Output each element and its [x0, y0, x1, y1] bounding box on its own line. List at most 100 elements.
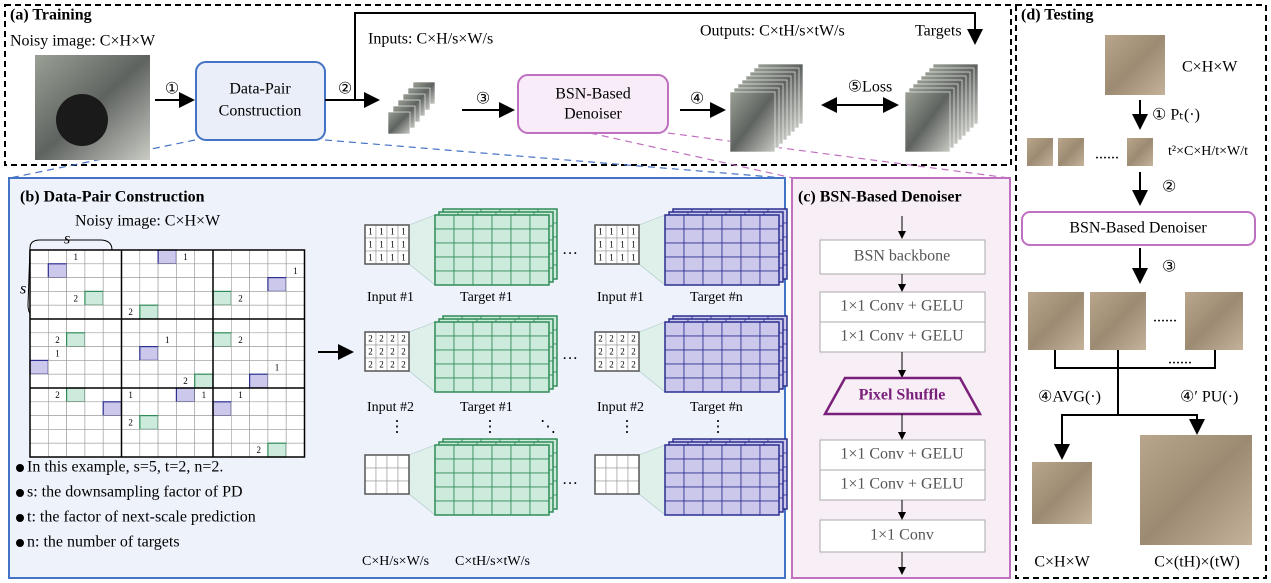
grid-cell	[665, 215, 684, 229]
grid-cell	[176, 305, 194, 319]
grid-cell	[158, 291, 176, 305]
grid-cell	[617, 468, 628, 481]
grid-cell	[158, 360, 176, 374]
grid-cell	[85, 347, 103, 361]
grid-cell	[158, 278, 176, 292]
cell-label: 2	[183, 376, 188, 386]
step: ③	[476, 91, 490, 108]
grid-cell	[454, 364, 473, 378]
grid-cell	[195, 333, 213, 347]
grid-cell	[67, 347, 85, 361]
grid-cell	[530, 336, 549, 350]
dots: ···	[562, 351, 578, 368]
grid-cell	[665, 243, 684, 257]
grid-cell	[530, 257, 549, 271]
cell-label: 1	[620, 253, 625, 263]
cell-label: 2	[401, 360, 406, 370]
grid-cell	[250, 388, 268, 402]
grid-cell	[85, 319, 103, 333]
grid-cell	[286, 402, 304, 416]
grid-cell	[665, 336, 684, 350]
dots: ⋱	[540, 419, 556, 436]
grid-cell	[103, 278, 121, 292]
cell-label: 1	[401, 253, 406, 263]
grid-cell	[213, 416, 231, 430]
grid-cell	[703, 487, 722, 501]
grid-cell	[30, 333, 48, 347]
grid-cell	[530, 378, 549, 392]
grid-cell	[30, 264, 48, 278]
grid-cell	[492, 445, 511, 459]
grid-cell	[473, 364, 492, 378]
grid-cell	[286, 319, 304, 333]
grid-cell	[176, 319, 194, 333]
grid-cell	[665, 257, 684, 271]
grid-cell	[48, 402, 66, 416]
grid-cell	[158, 429, 176, 443]
grid-cell	[741, 364, 760, 378]
grid-cell	[176, 360, 194, 374]
grid-cell	[606, 468, 617, 481]
panel-title: (b) Data-Pair Construction	[20, 189, 205, 206]
grid-cell	[492, 350, 511, 364]
grid-cell	[703, 350, 722, 364]
grid-cell	[665, 229, 684, 243]
layer-label: 1×1 Conv + GELU	[840, 298, 964, 315]
grid-cell	[30, 443, 48, 457]
grid-cell	[67, 388, 85, 402]
cell-label: 2	[390, 347, 395, 357]
grid-cell	[158, 402, 176, 416]
grid-cell	[140, 333, 158, 347]
grid-cell	[85, 305, 103, 319]
grid-cell	[454, 501, 473, 515]
grid-cell	[473, 501, 492, 515]
grid-cell	[268, 429, 286, 443]
grid-cell	[103, 319, 121, 333]
grid-cell	[741, 487, 760, 501]
grid-cell	[741, 501, 760, 515]
box	[196, 62, 325, 140]
grid-cell	[511, 445, 530, 459]
grid-cell	[703, 271, 722, 285]
grid-cell	[67, 416, 85, 430]
grid-cell	[67, 443, 85, 457]
grid-cell	[48, 305, 66, 319]
cell-label: 1	[598, 227, 603, 237]
grid-cell	[760, 243, 779, 257]
grid-cell	[492, 378, 511, 392]
grid-cell	[30, 250, 48, 264]
grid-cell	[722, 445, 741, 459]
cell-label: 1	[379, 227, 384, 237]
grid-cell	[511, 229, 530, 243]
grid-cell	[530, 473, 549, 487]
pair-label: Input #1	[597, 290, 644, 305]
grid-cell	[140, 443, 158, 457]
grid-cell	[268, 250, 286, 264]
stack-image	[388, 112, 410, 134]
grid-cell	[213, 443, 231, 457]
cell-label: 2	[631, 360, 636, 370]
grid-cell	[703, 229, 722, 243]
grid-cell	[435, 215, 454, 229]
grid-cell	[722, 336, 741, 350]
grid-cell	[703, 336, 722, 350]
label: C×H×W	[1034, 554, 1090, 571]
grid-cell	[722, 473, 741, 487]
grid-cell	[741, 257, 760, 271]
grid-cell	[722, 459, 741, 473]
grid-cell	[158, 347, 176, 361]
grid-cell	[85, 416, 103, 430]
pair-label: Target #1	[460, 400, 513, 415]
dots: ⋮	[482, 419, 498, 436]
image	[1185, 292, 1243, 350]
cell-label: 1	[401, 227, 406, 237]
label: ① Pₜ(·)	[1152, 107, 1200, 124]
grid-cell	[67, 264, 85, 278]
grid-cell	[530, 243, 549, 257]
grid-cell	[703, 215, 722, 229]
grid-cell	[231, 443, 249, 457]
grid-cell	[760, 215, 779, 229]
grid-cell	[492, 229, 511, 243]
grid-cell	[492, 487, 511, 501]
grid-cell	[48, 360, 66, 374]
